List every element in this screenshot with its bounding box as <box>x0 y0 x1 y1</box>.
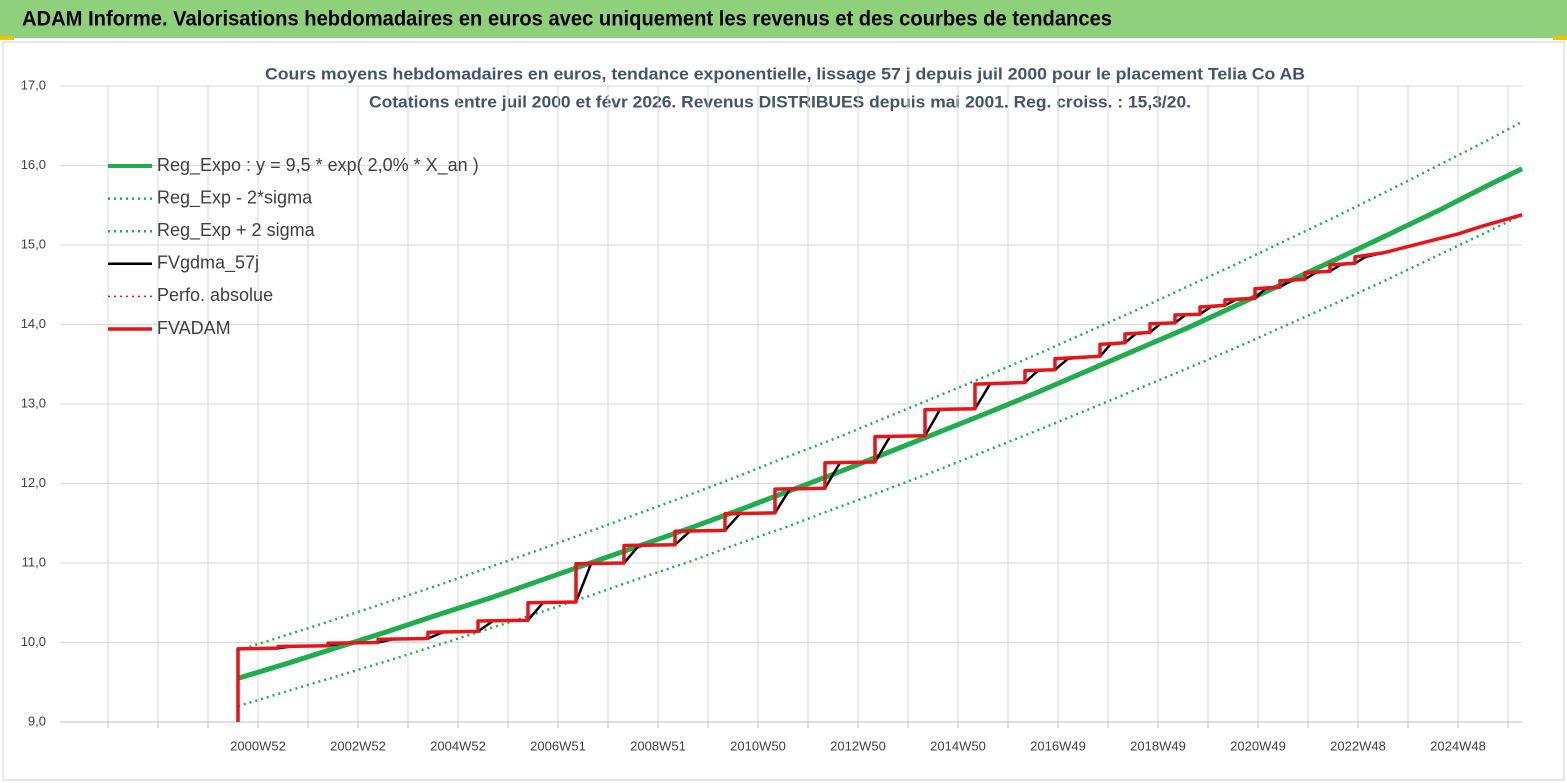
x-tick-label: 2004W52 <box>430 738 486 753</box>
legend-label: Perfo. absolue <box>157 285 273 305</box>
x-tick-label: 2014W50 <box>930 738 986 753</box>
y-tick-label: 14,0 <box>21 316 46 331</box>
corner-mark <box>0 36 14 40</box>
chart-title: Cours moyens hebdomadaires en euros, ten… <box>265 64 1305 83</box>
y-tick-label: 10,0 <box>21 634 46 649</box>
series-line <box>237 214 1523 722</box>
legend-label: FVgdma_57j <box>157 253 259 274</box>
x-tick-label: 2016W49 <box>1030 738 1086 753</box>
legend-label: Reg_Exp - 2*sigma <box>157 187 313 208</box>
y-tick-label: 12,0 <box>21 475 46 490</box>
x-tick-label: 2000W52 <box>230 738 286 753</box>
series-line <box>236 213 1523 722</box>
y-tick-label: 15,0 <box>21 236 46 251</box>
legend-label: Reg_Expo : y = 9,5 * exp( 2,0% * X_an ) <box>157 155 479 176</box>
x-tick-label: 2010W50 <box>730 738 786 753</box>
x-tick-label: 2002W52 <box>330 738 386 753</box>
y-tick-label: 16,0 <box>21 157 46 172</box>
header-bar <box>0 0 1567 38</box>
legend-label: Reg_Exp + 2 sigma <box>157 220 316 241</box>
series-line <box>237 166 1524 681</box>
y-tick-label: 11,0 <box>22 554 46 569</box>
x-tick-label: 2012W50 <box>830 738 886 753</box>
y-tick-label: 9,0 <box>28 713 46 728</box>
chart-frame <box>2 41 1565 781</box>
legend-label: FVADAM <box>157 318 231 338</box>
x-tick-label: 2008W51 <box>630 738 686 753</box>
header-title: ADAM Informe. Valorisations hebdomadaire… <box>22 8 1112 31</box>
y-tick-label: 13,0 <box>21 395 46 410</box>
x-tick-label: 2024W48 <box>1430 738 1486 753</box>
chart-subtitle: Cotations entre juil 2000 et févr 2026. … <box>369 92 1191 111</box>
series-line <box>237 213 1523 708</box>
x-tick-label: 2020W49 <box>1230 738 1286 753</box>
series-line <box>237 120 1523 652</box>
x-tick-label: 2022W48 <box>1330 738 1386 753</box>
x-tick-label: 2018W49 <box>1130 738 1186 753</box>
series-line <box>237 213 1523 651</box>
x-tick-label: 2006W51 <box>530 738 586 753</box>
y-tick-label: 17,0 <box>21 77 46 92</box>
corner-mark <box>1553 36 1567 40</box>
